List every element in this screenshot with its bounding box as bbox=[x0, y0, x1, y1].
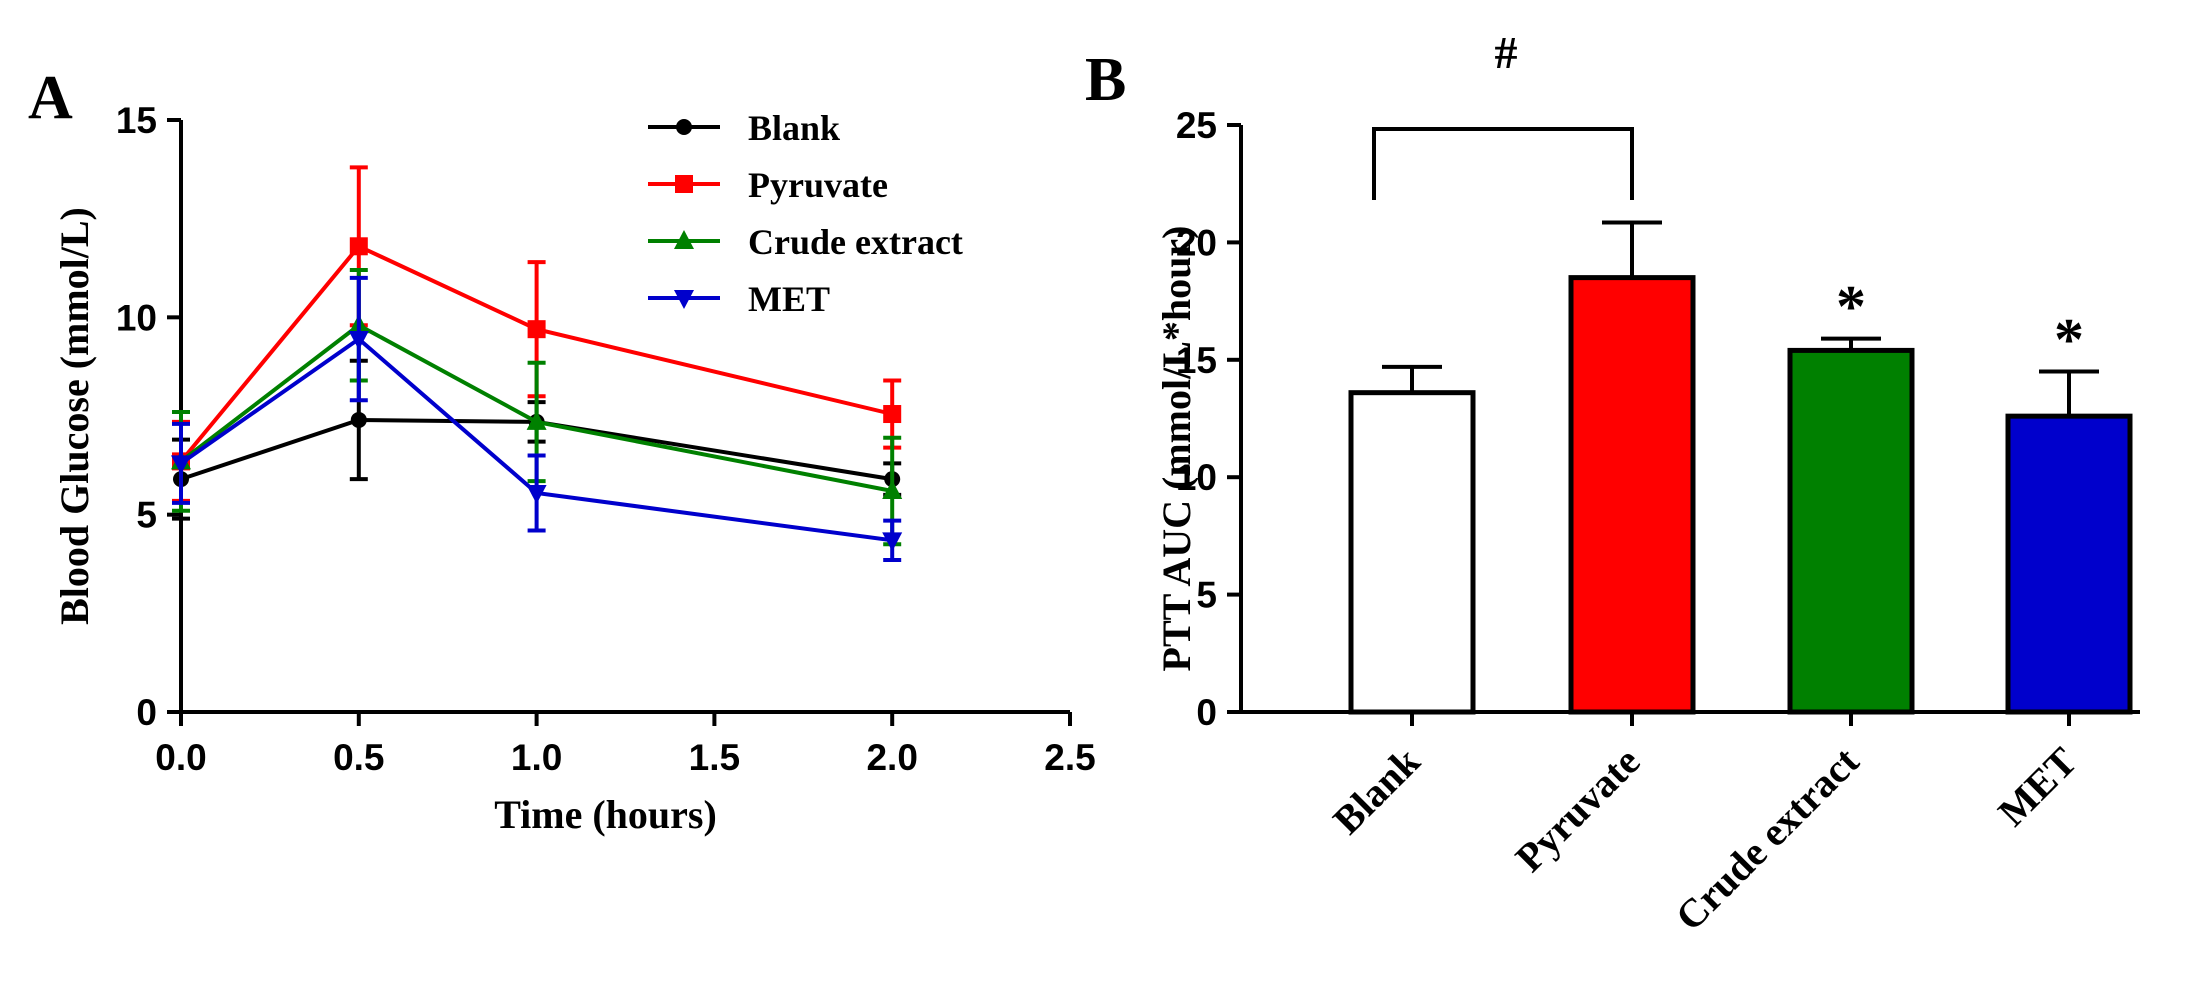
panel-b-bar-chart: 0 5 10 15 20 25 PTT AUC (mmol/L*hour) Blank Pyru… bbox=[1154, 27, 2140, 939]
bar-met bbox=[2005, 413, 2133, 715]
x-tick-label: 1.5 bbox=[689, 737, 740, 778]
panel-a-label: A bbox=[28, 64, 73, 132]
x-tick-label-crude-extract: Crude extract bbox=[1667, 738, 1868, 939]
panel-b-label: B bbox=[1085, 46, 1126, 114]
bar-pyruvate bbox=[1568, 275, 1696, 715]
x-tick-label-met: MET bbox=[1989, 738, 2085, 834]
x-axis-title: Time (hours) bbox=[494, 792, 717, 837]
y-tick-label: 20 bbox=[1176, 222, 1217, 263]
data-point bbox=[527, 320, 546, 339]
series-line bbox=[179, 336, 893, 543]
panel-a-line-chart: 0 5 10 15 0.0 0.5 1.0 1.5 2.0 2.5 Time (hours) Bloo… bbox=[52, 100, 1096, 837]
x-tick-label: 0.5 bbox=[333, 737, 384, 778]
data-point bbox=[883, 405, 902, 424]
x-tick-label: 2.5 bbox=[1044, 737, 1095, 778]
y-tick-label: 15 bbox=[1176, 340, 1217, 381]
legend: Blank Pyruvate Crude extract MET bbox=[648, 108, 963, 319]
x-tick-label: 1.0 bbox=[511, 737, 562, 778]
legend-marker bbox=[675, 175, 693, 193]
data-point bbox=[526, 484, 547, 504]
legend-label: Crude extract bbox=[748, 222, 963, 262]
significance-marker-met: * bbox=[2054, 307, 2084, 373]
data-point bbox=[882, 532, 903, 552]
legend-label: MET bbox=[748, 279, 830, 319]
data-point bbox=[349, 237, 368, 256]
y-tick-label: 10 bbox=[1176, 457, 1217, 498]
y-tick-label: 5 bbox=[136, 495, 157, 536]
data-point bbox=[526, 410, 547, 430]
series-line bbox=[179, 243, 893, 463]
y-tick-label: 5 bbox=[1196, 575, 1217, 616]
significance-marker-crude-extract: * bbox=[1836, 274, 1866, 340]
bracket-label: # bbox=[1495, 27, 1518, 78]
data-point bbox=[171, 455, 191, 475]
bar-crude-extract bbox=[1787, 347, 1915, 715]
legend-label: Blank bbox=[748, 108, 840, 148]
data-point bbox=[350, 411, 367, 428]
y-tick-label: 25 bbox=[1176, 105, 1217, 146]
series-line bbox=[179, 322, 893, 493]
series-met bbox=[171, 275, 903, 563]
series-line bbox=[180, 417, 893, 482]
bar-blank bbox=[1348, 390, 1476, 715]
significance-bracket bbox=[1372, 127, 1634, 200]
x-tick-label: 0.0 bbox=[155, 737, 206, 778]
y-axis-title: Blood Glucose (mmol/L) bbox=[52, 207, 97, 625]
x-tick-label-pyruvate: Pyruvate bbox=[1507, 739, 1649, 881]
y-tick-label: 0 bbox=[136, 692, 157, 733]
legend-label: Pyruvate bbox=[748, 165, 888, 205]
legend-marker bbox=[674, 290, 694, 309]
y-tick-label: 15 bbox=[116, 100, 157, 141]
x-tick-label: 2.0 bbox=[866, 737, 917, 778]
legend-marker bbox=[674, 230, 694, 249]
y-tick-label: 10 bbox=[116, 297, 157, 338]
legend-marker bbox=[676, 119, 692, 135]
y-tick-label: 0 bbox=[1196, 692, 1217, 733]
x-tick-label-blank: Blank bbox=[1324, 738, 1429, 843]
data-point bbox=[348, 331, 369, 351]
y-axis-title: PTT AUC (mmol/L*hour) bbox=[1154, 226, 1199, 672]
data-point bbox=[882, 479, 903, 499]
